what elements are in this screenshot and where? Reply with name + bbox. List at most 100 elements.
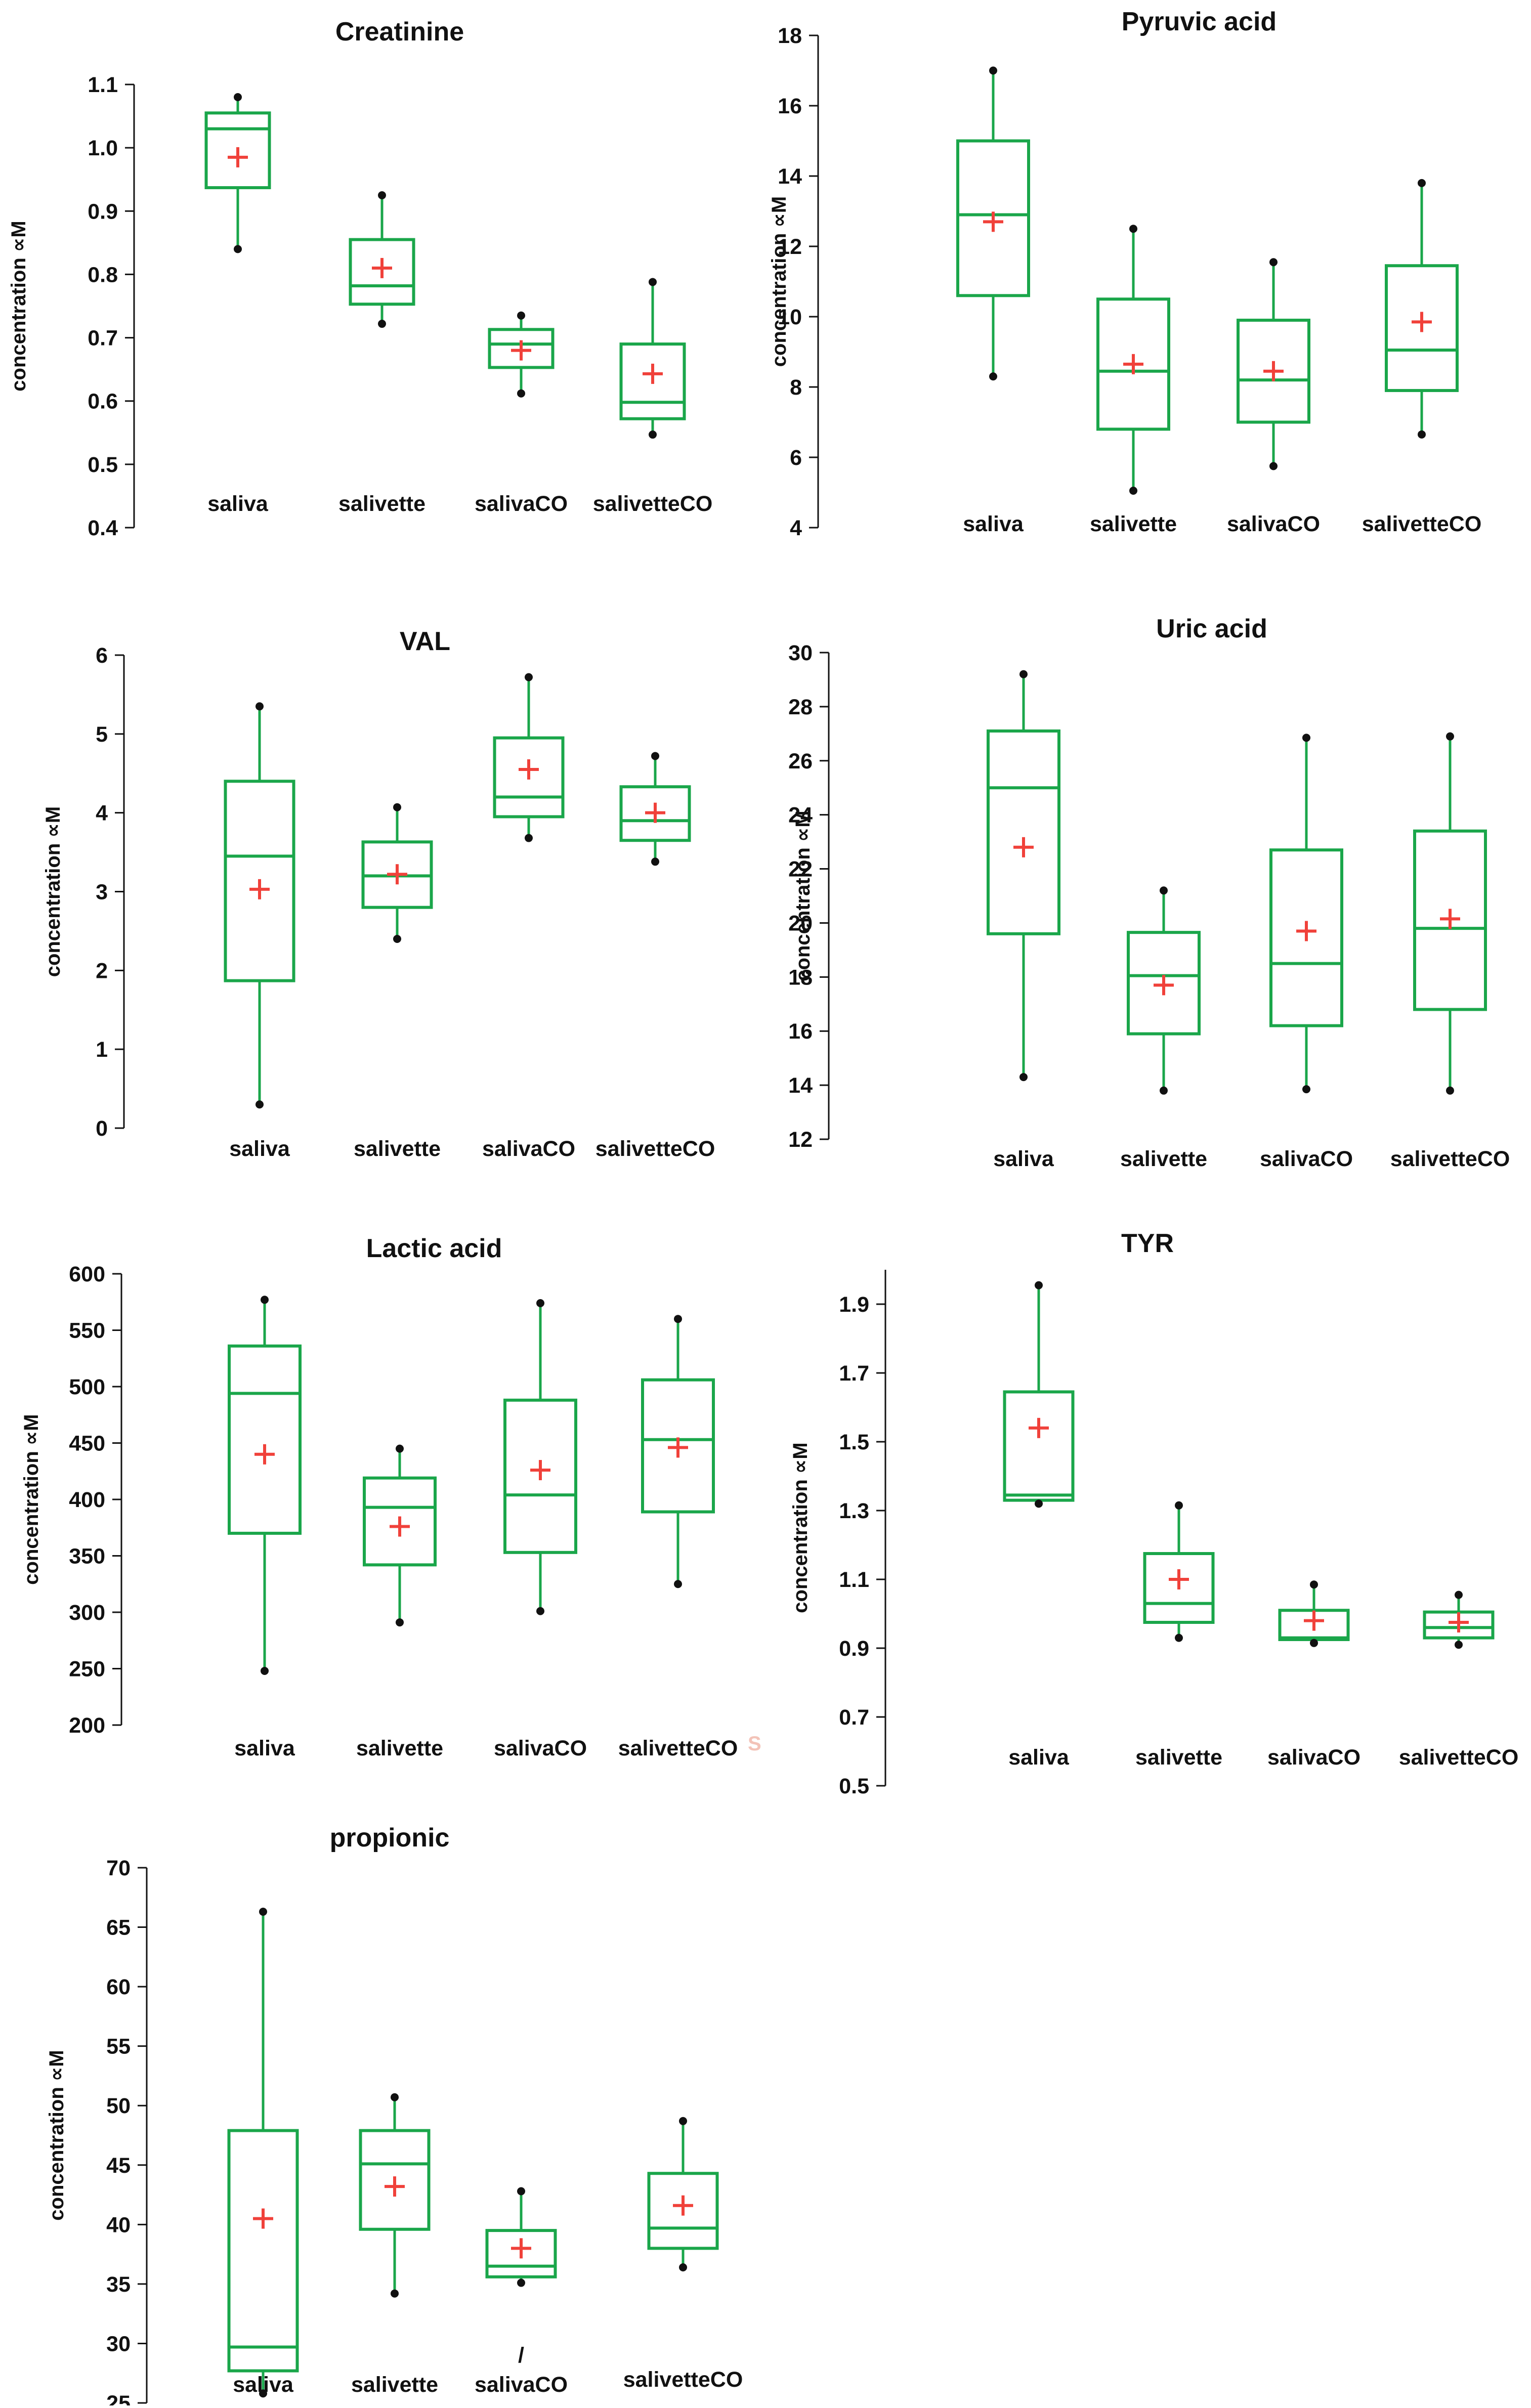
box-salivette bbox=[1096, 225, 1170, 495]
box-saliva bbox=[228, 1296, 302, 1675]
category-label-saliva: saliva bbox=[229, 1137, 290, 1161]
max-point bbox=[1160, 886, 1168, 895]
category-label-salivaco: salivaCO bbox=[475, 492, 568, 516]
max-point bbox=[517, 311, 525, 320]
y-tick-label: 6 bbox=[790, 446, 802, 470]
min-point bbox=[391, 2289, 399, 2298]
y-tick-label: 1.0 bbox=[88, 136, 118, 160]
category-label-salivetteco: salivetteCO bbox=[1399, 1745, 1519, 1770]
max-point bbox=[1129, 225, 1137, 233]
box-saliva bbox=[204, 93, 271, 253]
chart-lactic-acid: Lactic acid concentration ∝M 200 250 300 350 4… bbox=[20, 1234, 738, 1760]
y-axis-label: concentration ∝M bbox=[20, 1414, 42, 1584]
max-point bbox=[674, 1315, 682, 1323]
y-tick-label: 40 bbox=[106, 2213, 131, 2237]
chart-uric-acid: Uric acid concentration ∝M 12 14 16 18 20 22 24 2… bbox=[788, 614, 1510, 1171]
y-tick-label: 500 bbox=[69, 1375, 105, 1399]
y-axis-label: concentration ∝M bbox=[46, 2050, 68, 2220]
annotations: S / bbox=[518, 1733, 761, 2368]
y-tick-label: 65 bbox=[106, 1916, 131, 1940]
box-iqr bbox=[204, 111, 271, 189]
y-tick-label: 70 bbox=[106, 1856, 131, 1880]
y-tick-label: 1.1 bbox=[88, 73, 118, 97]
category-label-salivaco: salivaCO bbox=[1260, 1147, 1353, 1171]
box-salivetteco bbox=[619, 752, 691, 866]
min-point bbox=[1302, 1085, 1310, 1094]
category-label-salivette: salivette bbox=[351, 2373, 438, 2397]
y-tick-label: 30 bbox=[788, 641, 813, 665]
y-tick-label: 250 bbox=[69, 1657, 105, 1682]
box-iqr bbox=[503, 1398, 577, 1554]
y-tick-label: 1.7 bbox=[839, 1361, 869, 1386]
y-tick-label: 4 bbox=[96, 801, 108, 826]
y-tick-label: 22 bbox=[788, 857, 813, 882]
max-point bbox=[396, 1444, 404, 1453]
chart-title: Creatinine bbox=[335, 17, 464, 47]
min-point bbox=[1175, 1633, 1183, 1642]
max-point bbox=[1418, 179, 1426, 187]
y-tick-label: 12 bbox=[788, 1128, 813, 1152]
max-point bbox=[1035, 1281, 1043, 1289]
box-salivetteco bbox=[1423, 1590, 1495, 1649]
box-saliva bbox=[956, 66, 1030, 381]
category-label-salivaco: salivaCO bbox=[482, 1137, 575, 1161]
box-salivetteco bbox=[1413, 732, 1487, 1095]
y-tick-label: 0.9 bbox=[839, 1637, 869, 1661]
y-tick-label: 18 bbox=[778, 24, 802, 48]
category-label-salivetteco: salivetteCO bbox=[1390, 1147, 1510, 1171]
y-tick-label: 18 bbox=[788, 965, 813, 990]
min-point bbox=[536, 1607, 544, 1615]
category-label-saliva: saliva bbox=[234, 1736, 295, 1760]
y-tick-label: 45 bbox=[106, 2154, 131, 2178]
category-label-salivaco: salivaCO bbox=[475, 2373, 568, 2397]
box-salivette bbox=[349, 191, 415, 328]
y-tick-label: 0 bbox=[96, 1116, 108, 1141]
y-tick-label: 55 bbox=[106, 2035, 131, 2059]
box-salivaco bbox=[1269, 734, 1343, 1094]
y-axis-label: concentration ∝M bbox=[792, 810, 814, 981]
min-point bbox=[525, 834, 533, 842]
box-iqr bbox=[619, 342, 686, 420]
max-point bbox=[525, 673, 533, 681]
box-salivette bbox=[363, 1444, 437, 1627]
y-tick-label: 24 bbox=[788, 803, 813, 828]
min-point bbox=[259, 2389, 267, 2398]
box-iqr bbox=[363, 1476, 437, 1567]
box-salivette bbox=[1127, 886, 1201, 1095]
y-tick-label: 10 bbox=[778, 305, 802, 329]
category-label-salivetteco: salivetteCO bbox=[596, 1137, 715, 1161]
box-saliva bbox=[227, 1907, 299, 2398]
y-tick-label: 30 bbox=[106, 2332, 131, 2356]
y-tick-label: 14 bbox=[778, 164, 802, 189]
y-tick-label: 5 bbox=[96, 722, 108, 747]
min-point bbox=[1310, 1639, 1318, 1647]
chart-title: Pyruvic acid bbox=[1122, 7, 1277, 36]
min-point bbox=[1129, 487, 1137, 495]
box-salivetteco bbox=[1385, 179, 1459, 439]
box-iqr bbox=[1003, 1390, 1075, 1502]
box-salivaco bbox=[1237, 258, 1310, 470]
min-point bbox=[1019, 1073, 1028, 1082]
box-iqr bbox=[1413, 829, 1487, 1011]
box-iqr bbox=[956, 139, 1030, 297]
box-iqr bbox=[647, 2172, 719, 2250]
category-label-salivetteco: salivetteCO bbox=[593, 492, 713, 516]
category-label-salivetteco: salivetteCO bbox=[618, 1736, 738, 1760]
min-point bbox=[649, 431, 657, 439]
max-point bbox=[393, 803, 401, 811]
box-salivette bbox=[361, 803, 433, 943]
y-axis-label: concentration ∝M bbox=[8, 221, 30, 391]
y-tick-label: 14 bbox=[788, 1073, 813, 1098]
box-salivetteco bbox=[619, 278, 686, 439]
max-point bbox=[679, 2117, 687, 2125]
y-tick-label: 1 bbox=[96, 1038, 108, 1062]
max-point bbox=[259, 1907, 267, 1916]
box-iqr bbox=[1423, 1610, 1495, 1640]
max-point bbox=[1269, 258, 1278, 267]
y-tick-label: 12 bbox=[778, 235, 802, 259]
y-axis-label: concentration ∝M bbox=[768, 196, 790, 367]
box-iqr bbox=[619, 785, 691, 842]
max-point bbox=[256, 702, 264, 711]
box-salivette bbox=[359, 2093, 431, 2298]
